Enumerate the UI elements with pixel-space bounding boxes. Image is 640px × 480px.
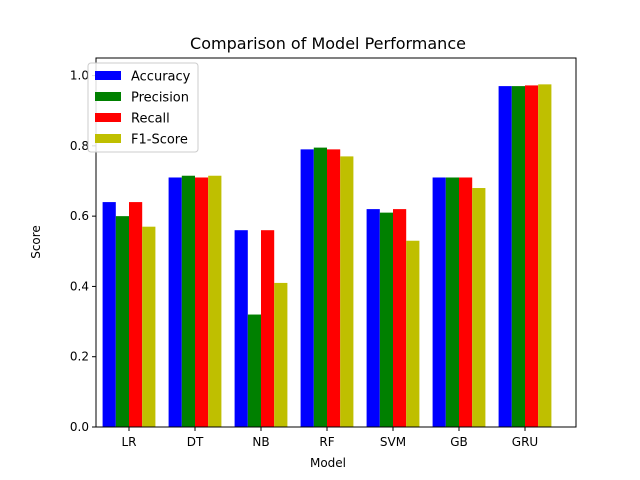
bar-f1-score-gb xyxy=(472,188,486,427)
legend-label-f1-score: F1-Score xyxy=(131,133,188,148)
bar-precision-dt xyxy=(181,175,195,427)
bar-precision-lr xyxy=(115,216,129,427)
bar-precision-gb xyxy=(445,177,459,427)
legend: Accuracy Precision Recall F1-Score xyxy=(87,62,199,153)
bar-accuracy-gb xyxy=(432,177,446,427)
bar-recall-gb xyxy=(459,177,473,427)
bars-group xyxy=(102,84,552,428)
y-tick-label: 1.0 xyxy=(70,69,89,83)
x-tick-label: GB xyxy=(450,435,468,449)
bar-recall-rf xyxy=(327,149,341,427)
x-tick-label: RF xyxy=(319,435,334,449)
x-axis-label: Model xyxy=(310,456,346,470)
bar-accuracy-dt xyxy=(168,177,182,427)
x-tick-label: GRU xyxy=(512,435,538,449)
bar-recall-nb xyxy=(261,230,275,427)
x-tick-label: LR xyxy=(121,435,136,449)
bar-precision-nb xyxy=(247,314,261,427)
legend-box xyxy=(87,62,199,153)
y-tick-label: 0.0 xyxy=(70,420,89,434)
y-axis: 0.0 0.2 0.4 0.6 0.8 1.0 xyxy=(70,69,96,434)
y-tick-label: 0.2 xyxy=(70,350,89,364)
bar-accuracy-svm xyxy=(366,209,380,427)
legend-swatch-accuracy xyxy=(95,71,121,80)
legend-swatch-f1-score xyxy=(95,134,121,143)
bar-recall-lr xyxy=(129,202,143,427)
bar-accuracy-gru xyxy=(498,86,512,428)
legend-label-accuracy: Accuracy xyxy=(131,70,191,85)
bar-precision-rf xyxy=(313,147,327,428)
x-axis: LR DT NB RF SVM GB GRU xyxy=(121,427,538,449)
bar-accuracy-rf xyxy=(300,149,314,427)
bar-f1-score-rf xyxy=(340,156,354,427)
bar-accuracy-nb xyxy=(234,230,248,427)
y-axis-label: Score xyxy=(29,225,43,259)
legend-label-recall: Recall xyxy=(131,112,170,127)
bar-f1-score-svm xyxy=(406,240,420,427)
y-tick-label: 0.4 xyxy=(70,279,89,293)
bar-recall-gru xyxy=(525,85,539,427)
y-tick-label: 0.6 xyxy=(70,209,89,223)
bar-f1-score-dt xyxy=(208,175,222,427)
x-tick-label: SVM xyxy=(380,435,406,449)
bar-recall-svm xyxy=(393,209,407,427)
bar-recall-dt xyxy=(195,177,209,427)
bar-accuracy-lr xyxy=(102,202,116,427)
y-tick-label: 0.8 xyxy=(70,139,89,153)
bar-precision-gru xyxy=(511,86,525,428)
bar-f1-score-gru xyxy=(538,84,552,428)
plot-frame xyxy=(95,57,577,428)
bar-f1-score-nb xyxy=(274,282,288,427)
bar-precision-svm xyxy=(379,212,393,427)
legend-label-precision: Precision xyxy=(131,91,189,106)
chart-title: Comparison of Model Performance xyxy=(190,34,466,53)
x-tick-label: DT xyxy=(187,435,204,449)
bar-f1-score-lr xyxy=(142,226,156,427)
x-tick-label: NB xyxy=(252,435,269,449)
legend-swatch-recall xyxy=(95,113,121,122)
legend-swatch-precision xyxy=(95,92,121,101)
